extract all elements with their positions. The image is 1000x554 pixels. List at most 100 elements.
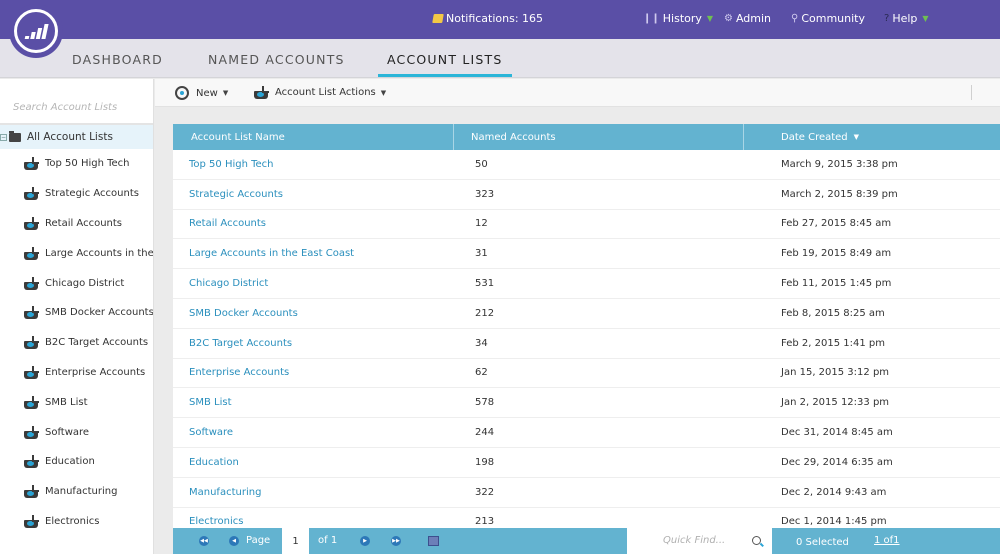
named-accounts-count: 322 xyxy=(475,486,495,498)
account-list-actions-button[interactable]: Account List Actions ▼ xyxy=(254,86,386,99)
column-header-named-accounts[interactable]: Named Accounts xyxy=(454,124,744,150)
table-row[interactable]: Strategic Accounts 323 March 2, 2015 8:39 … xyxy=(173,180,1000,210)
sidebar-item-label: Chicago District xyxy=(45,277,125,289)
account-list-name-link[interactable]: B2C Target Accounts xyxy=(189,337,293,349)
history-menu[interactable]: ❙❙ History ▼ xyxy=(643,12,714,25)
new-button[interactable]: New ▼ xyxy=(175,86,228,100)
named-accounts-count: 213 xyxy=(475,516,495,528)
chevron-down-icon: ▼ xyxy=(706,14,714,23)
table-row[interactable]: Enterprise Accounts 62 Jan 15, 2015 3:12 p… xyxy=(173,359,1000,389)
selected-count: 0 Selected xyxy=(796,537,849,548)
tab-dashboard[interactable]: DASHBOARD xyxy=(72,52,163,67)
notifications-link[interactable]: Notifications: 165 xyxy=(432,12,543,25)
date-created: Feb 8, 2015 8:25 am xyxy=(781,307,885,319)
account-list-name-link[interactable]: Strategic Accounts xyxy=(189,188,283,200)
account-list-name-link[interactable]: Manufacturing xyxy=(189,486,262,498)
help-menu[interactable]: ? Help ▼ xyxy=(884,12,929,25)
account-list-icon xyxy=(24,336,39,350)
table-row[interactable]: Retail Accounts 12 Feb 27, 2015 8:45 am xyxy=(173,210,1000,240)
sidebar-item-label: B2C Target Accounts xyxy=(45,337,149,349)
main-nav: DASHBOARD NAMED ACCOUNTS ACCOUNT LISTS xyxy=(0,39,1000,78)
search-icon[interactable] xyxy=(752,536,761,545)
table-row[interactable]: Large Accounts in the East Coast 31 Feb 19… xyxy=(173,239,1000,270)
named-accounts-count: 323 xyxy=(475,188,495,200)
table-row[interactable]: B2C Target Accounts 34 Feb 2, 2015 1:41 pm xyxy=(173,329,1000,359)
marketo-logo[interactable] xyxy=(9,4,63,58)
toolbar-divider xyxy=(971,85,972,100)
account-list-name-link[interactable]: Education xyxy=(189,456,239,468)
sidebar-list-item[interactable]: Strategic Accounts xyxy=(0,179,153,209)
account-list-icon xyxy=(24,187,39,201)
date-created: Dec 1, 2014 1:45 pm xyxy=(781,516,887,528)
last-page-icon[interactable]: ▶▶ xyxy=(391,536,401,546)
named-accounts-count: 62 xyxy=(475,367,488,379)
sidebar-list-item[interactable]: Manufacturing xyxy=(0,477,153,507)
help-icon: ? xyxy=(884,13,890,24)
table-row[interactable]: SMB List 578 Jan 2, 2015 12:33 pm xyxy=(173,388,1000,419)
sidebar-list-item[interactable]: Large Accounts in the xyxy=(0,238,153,268)
named-accounts-count: 198 xyxy=(475,456,495,468)
sidebar-list-item[interactable]: Top 50 High Tech xyxy=(0,149,153,179)
date-created: Dec 29, 2014 6:35 am xyxy=(781,456,893,468)
page-summary-link[interactable]: 1 of1 xyxy=(874,535,900,546)
sidebar-item-label: Education xyxy=(45,456,95,468)
admin-link[interactable]: ⚙ Admin xyxy=(724,12,772,25)
tree-root-all-account-lists[interactable]: − All Account Lists xyxy=(0,125,153,149)
account-list-name-link[interactable]: Enterprise Accounts xyxy=(189,367,290,379)
community-link[interactable]: ⚲ Community xyxy=(791,12,865,25)
account-list-name-link[interactable]: Large Accounts in the East Coast xyxy=(189,248,355,260)
search-account-lists-input[interactable] xyxy=(13,102,141,113)
account-list-name-link[interactable]: Top 50 High Tech xyxy=(189,158,274,170)
next-page-icon[interactable]: ▶ xyxy=(360,536,370,546)
account-list-name-link[interactable]: SMB Docker Accounts xyxy=(189,307,298,319)
prev-page-icon[interactable]: ◀ xyxy=(229,536,239,546)
named-accounts-count: 578 xyxy=(475,397,495,409)
table-row[interactable]: Manufacturing 322 Dec 2, 2014 9:43 am xyxy=(173,478,1000,508)
tab-named-accounts[interactable]: NAMED ACCOUNTS xyxy=(208,52,345,67)
table-row[interactable]: Top 50 High Tech 50 March 9, 2015 3:38 pm xyxy=(173,150,1000,180)
sidebar-list-item[interactable]: Education xyxy=(0,447,153,477)
date-created: Feb 19, 2015 8:49 am xyxy=(781,248,892,260)
account-list-icon xyxy=(24,306,39,320)
sidebar-list-item[interactable]: Chicago District xyxy=(0,268,153,298)
sidebar-list-item[interactable]: Software xyxy=(0,417,153,447)
chevron-down-icon: ▼ xyxy=(222,89,229,97)
named-accounts-count: 212 xyxy=(475,307,495,319)
page-number-input[interactable] xyxy=(282,528,309,554)
table-row[interactable]: Software 244 Dec 31, 2014 8:45 am xyxy=(173,418,1000,448)
sidebar-list-item[interactable]: Enterprise Accounts xyxy=(0,358,153,388)
community-icon: ⚲ xyxy=(791,13,799,24)
column-header-name[interactable]: Account List Name xyxy=(173,124,454,150)
collapse-icon[interactable]: − xyxy=(0,133,7,141)
sidebar-list-item[interactable]: SMB Docker Accounts xyxy=(0,298,153,328)
account-list-name-link[interactable]: Retail Accounts xyxy=(189,218,267,230)
account-list-name-link[interactable]: Chicago District xyxy=(189,278,269,290)
table-row[interactable]: Chicago District 531 Feb 11, 2015 1:45 pm xyxy=(173,269,1000,299)
account-list-name-link[interactable]: Software xyxy=(189,427,234,439)
account-list-icon xyxy=(24,455,39,469)
date-created: March 2, 2015 8:39 pm xyxy=(781,188,898,200)
named-accounts-count: 244 xyxy=(475,427,495,439)
gear-icon: ⚙ xyxy=(724,13,733,24)
first-page-icon[interactable]: ◀◀ xyxy=(199,536,209,546)
named-accounts-count: 12 xyxy=(475,218,488,230)
account-list-icon xyxy=(24,514,39,528)
named-accounts-count: 50 xyxy=(475,158,488,170)
table-row[interactable]: SMB Docker Accounts 212 Feb 8, 2015 8:25 a… xyxy=(173,299,1000,329)
sidebar-list-item[interactable]: Electronics xyxy=(0,507,153,537)
sidebar-list-item[interactable]: Retail Accounts xyxy=(0,209,153,239)
table-row[interactable]: Education 198 Dec 29, 2014 6:35 am xyxy=(173,448,1000,478)
column-header-date-created[interactable]: Date Created ▼ xyxy=(781,131,860,143)
tab-account-lists[interactable]: ACCOUNT LISTS xyxy=(378,52,511,77)
account-list-icon xyxy=(24,216,39,230)
account-list-icon xyxy=(24,276,39,290)
quick-find-input[interactable] xyxy=(663,535,753,546)
export-icon[interactable] xyxy=(428,536,439,546)
sidebar-list-item[interactable]: SMB List xyxy=(0,387,153,417)
account-list-name-link[interactable]: SMB List xyxy=(189,397,232,409)
sidebar-list-item[interactable]: B2C Target Accounts xyxy=(0,328,153,358)
account-list-icon xyxy=(24,485,39,499)
account-list-name-link[interactable]: Electronics xyxy=(189,516,244,528)
chevron-down-icon: ▼ xyxy=(922,14,929,23)
sidebar-item-label: Retail Accounts xyxy=(45,217,123,229)
